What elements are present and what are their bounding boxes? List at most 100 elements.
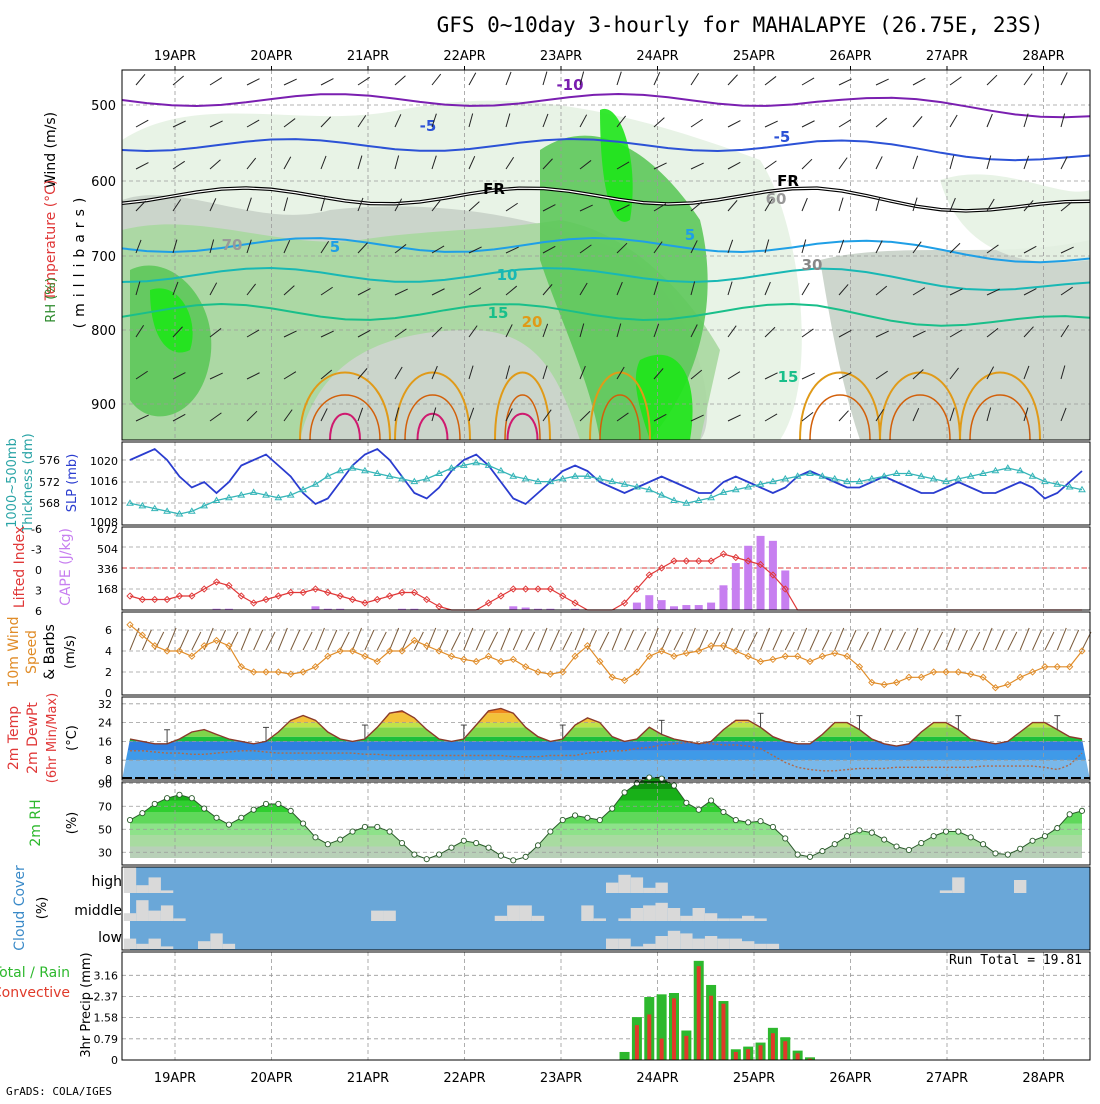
wind-barb [283, 197, 289, 212]
surface-wind-barb [821, 631, 832, 651]
wind-barb [875, 240, 883, 254]
cloud-bar-low [680, 933, 693, 949]
thickness-marker [1003, 464, 1012, 471]
thickness-marker [163, 507, 171, 514]
surface-wind-barb [463, 627, 474, 651]
wind-marker [1041, 663, 1049, 671]
li-marker [348, 595, 357, 604]
wind-barb [172, 413, 186, 422]
slp-thickness-panel: 576 572 568 1020 1016 1012 1008 [39, 441, 1091, 529]
wind-barb [209, 159, 221, 170]
thickness-marker [867, 474, 876, 482]
cloud-level-label: middle [74, 903, 122, 919]
li-tick: 6 [35, 605, 42, 618]
li-marker [571, 599, 579, 607]
thickness-marker [707, 493, 715, 501]
wind-barb [394, 155, 400, 170]
surface-wind-barb [562, 631, 573, 651]
surface-wind-barb [871, 627, 882, 651]
li-marker [682, 557, 691, 565]
cloud-labels: Cloud Cover (%) [12, 865, 50, 951]
surface-wind-barb [327, 629, 338, 651]
cloud-bar-high [136, 885, 149, 893]
rh-units-label: (%) [65, 812, 80, 835]
wind-barb [727, 325, 737, 338]
cloud-bar-middle [123, 913, 137, 921]
wind-barb [135, 162, 149, 170]
wind-barb [209, 239, 215, 254]
date-label-top: 25APR [733, 49, 775, 64]
wind-barb [320, 369, 333, 380]
thickness-marker [682, 499, 691, 506]
cloud-bar-middle [173, 918, 186, 921]
speed-label: Speed [24, 630, 40, 674]
surface-wind-barb [216, 629, 227, 651]
precip-convective-bar [672, 998, 676, 1060]
rh-marker [238, 814, 245, 821]
thickness-marker [175, 510, 184, 517]
wind-barb [1023, 288, 1037, 296]
li-marker [719, 550, 728, 558]
wind-barb [172, 75, 185, 86]
cloud-bar-low [618, 938, 631, 949]
rh-axis-label: RH (%) [44, 277, 59, 322]
wind-marker [509, 655, 517, 664]
wind-marker [385, 647, 394, 655]
wind-barb [986, 198, 995, 212]
wind-marker [398, 647, 406, 655]
thickness-marker [830, 474, 839, 482]
wind-barb [986, 366, 995, 380]
rh-marker [782, 835, 789, 842]
wind-barb [764, 413, 778, 422]
wind-barb [320, 116, 332, 128]
wind-barb [949, 155, 955, 170]
wind-barb [135, 281, 141, 296]
surface-wind-barb [834, 627, 845, 651]
cape-bar [224, 608, 233, 610]
cloud-bar-high [1014, 880, 1027, 893]
wind-barb [209, 412, 222, 422]
thickness-marker [731, 485, 740, 493]
slp-tick: 1016 [90, 475, 118, 488]
wind-marker [546, 670, 555, 678]
wind-barb [135, 119, 149, 128]
date-label-bottom: 27APR [926, 1071, 968, 1086]
surface-wind-barb [438, 629, 449, 651]
wind-barb [135, 324, 145, 338]
wind-barb [1023, 200, 1034, 212]
rh-labels: 2m RH (%) [28, 799, 80, 846]
wind-barb [246, 157, 257, 170]
rh-band [130, 835, 1082, 847]
cloud-bar-middle [519, 905, 532, 921]
thickness-label-1: 1000~500mb [5, 438, 20, 528]
rh-marker [188, 795, 195, 802]
wind-barb [468, 201, 480, 212]
cloud-bar-middle [754, 918, 767, 921]
rh-tick: 90 [98, 777, 112, 790]
cloud-bar-high [630, 877, 644, 893]
wind-panel: 6 4 2 0 [105, 611, 1092, 700]
wind-marker [732, 647, 740, 655]
wind-barb [579, 71, 585, 86]
precip-tick: 3.16 [94, 969, 119, 982]
precip-convective-bar [684, 1035, 689, 1060]
wind-barb [764, 120, 778, 128]
thickness-marker [991, 466, 1000, 474]
wind-barb [542, 113, 549, 128]
cloud-bar-middle [643, 905, 656, 921]
cloud-bar-low [136, 943, 149, 949]
li-marker [410, 588, 419, 597]
wind-barb [431, 73, 442, 86]
precip-total-bar [656, 994, 667, 1060]
cape-tick: 672 [97, 523, 118, 536]
isotherm-5 [121, 236, 1091, 264]
wind-barb [172, 281, 179, 296]
cloud-bar-middle [383, 910, 396, 921]
surface-wind-barb [475, 629, 486, 651]
cape-bar [311, 606, 320, 610]
rh-marker [300, 820, 307, 827]
precip-total-bar [805, 1057, 815, 1060]
li-marker [336, 592, 344, 600]
rh-marker [547, 828, 554, 835]
rh-shading [940, 174, 1090, 263]
